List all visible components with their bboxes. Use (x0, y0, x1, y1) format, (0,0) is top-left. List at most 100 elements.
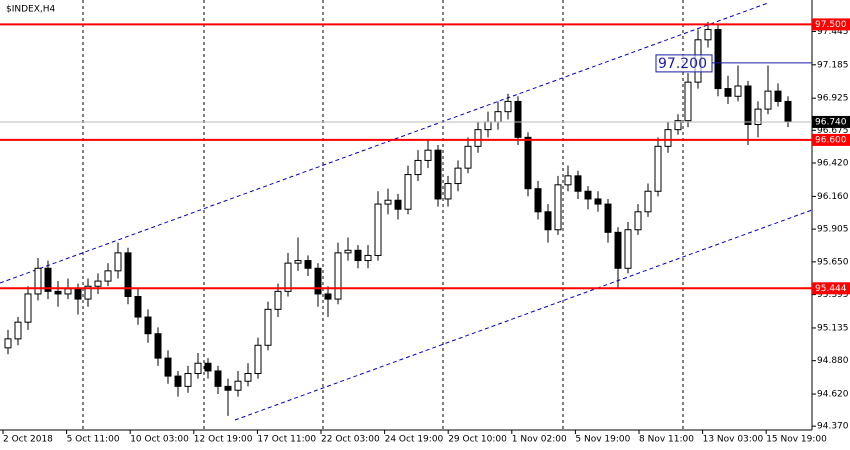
candle-body (374, 203, 382, 256)
y-tick-label: 94.620 (817, 390, 849, 400)
y-tick-label: 96.925 (817, 94, 849, 104)
y-tick-label: 95.395 (817, 290, 849, 300)
candle-body (64, 288, 72, 295)
candle-body (464, 145, 472, 169)
level-label-box (812, 18, 850, 31)
x-tick-label: 2 Oct 2018 (3, 435, 53, 445)
level-label: 95.444 (815, 284, 847, 294)
x-tick-label: 24 Oct 19:00 (385, 435, 444, 445)
channel-upper (0, 2, 769, 284)
candle-body (4, 338, 12, 349)
candle-body (564, 175, 572, 186)
candle-body (454, 167, 462, 185)
candle-body (34, 267, 42, 295)
candle-body (234, 380, 242, 391)
x-tick-label: 12 Oct 19:00 (194, 435, 253, 445)
candle-body (724, 88, 732, 97)
price-label-box (655, 54, 713, 73)
candle-body (494, 111, 502, 123)
candle-body (664, 129, 672, 147)
channel-lower (234, 209, 813, 421)
candle-body (304, 260, 312, 269)
candle-body (164, 357, 172, 377)
candle-body (84, 285, 92, 300)
candle-body (24, 293, 32, 323)
candle-body (424, 149, 432, 161)
y-tick-label: 95.135 (817, 323, 849, 333)
x-tick-label: 15 Nov 19:00 (766, 435, 827, 445)
chart-title: $INDEX,H4 (6, 5, 56, 15)
y-tick-label: 96.420 (817, 159, 849, 169)
candle-body (484, 121, 492, 131)
y-tick-label: 96.675 (817, 126, 849, 136)
candle-body (294, 260, 302, 264)
x-tick-label: 17 Oct 11:00 (257, 435, 316, 445)
y-tick-label: 97.185 (817, 60, 849, 70)
candle-body (514, 100, 522, 138)
candle-body (174, 375, 182, 387)
candle-body (354, 249, 362, 262)
x-tick-label: 13 Nov 03:00 (703, 435, 764, 445)
candle-body (214, 370, 222, 387)
x-tick-label: 22 Oct 03:00 (321, 435, 380, 445)
x-tick-label: 10 Oct 03:00 (130, 435, 189, 445)
candle-body (124, 252, 132, 298)
candle-body (534, 188, 542, 213)
y-tick-label: 95.905 (817, 225, 849, 235)
candle-body (654, 145, 662, 192)
candle-body (274, 290, 282, 310)
candle-body (74, 288, 82, 300)
candle-body (154, 333, 162, 359)
candle-body (44, 267, 52, 292)
candle-body (344, 249, 352, 254)
candle-body (204, 362, 212, 372)
candle-body (324, 293, 332, 300)
level-label-box (812, 282, 850, 295)
candle-body (224, 385, 232, 391)
candle-body (624, 229, 632, 269)
candle-body (364, 254, 372, 262)
candle-body (184, 373, 192, 387)
candle-body (584, 190, 592, 200)
candle-body (114, 252, 122, 272)
price-label-text: 97.200 (658, 56, 707, 72)
level-label-box (812, 133, 850, 146)
candle-body (604, 203, 612, 233)
candle-body (414, 159, 422, 176)
candle-body (544, 211, 552, 231)
candle-body (384, 199, 392, 205)
trend-channel (0, 2, 813, 421)
candle-body (474, 129, 482, 147)
x-tick-label: 5 Nov 19:00 (575, 435, 630, 445)
candle-body (404, 174, 412, 210)
candle-body (714, 29, 722, 90)
candle-body (524, 136, 532, 190)
candle-body (644, 190, 652, 213)
candle-body (744, 85, 752, 126)
candle-body (774, 90, 782, 102)
candle-body (94, 280, 102, 287)
candle-body (54, 290, 62, 295)
x-tick-label: 1 Nov 02:00 (512, 435, 567, 445)
candle-body (334, 252, 342, 300)
candle-body (734, 85, 742, 97)
candle-body (264, 308, 272, 346)
current-price-label: 96.740 (815, 117, 847, 127)
level-label: 97.500 (815, 20, 847, 30)
candle-body (104, 270, 112, 282)
x-tick-label: 8 Nov 11:00 (639, 435, 694, 445)
candle-body (434, 149, 442, 200)
candle-body (764, 90, 772, 110)
candle-body (394, 199, 402, 210)
x-tick-label: 5 Oct 11:00 (67, 435, 120, 445)
candle-body (244, 373, 252, 382)
y-tick-label: 94.370 (817, 422, 849, 432)
candle-body (284, 262, 292, 292)
candle-body (134, 296, 142, 318)
candle-body (614, 231, 622, 269)
candle-body (674, 120, 682, 131)
y-tick-label: 95.650 (817, 257, 849, 267)
candle-body (634, 211, 642, 231)
